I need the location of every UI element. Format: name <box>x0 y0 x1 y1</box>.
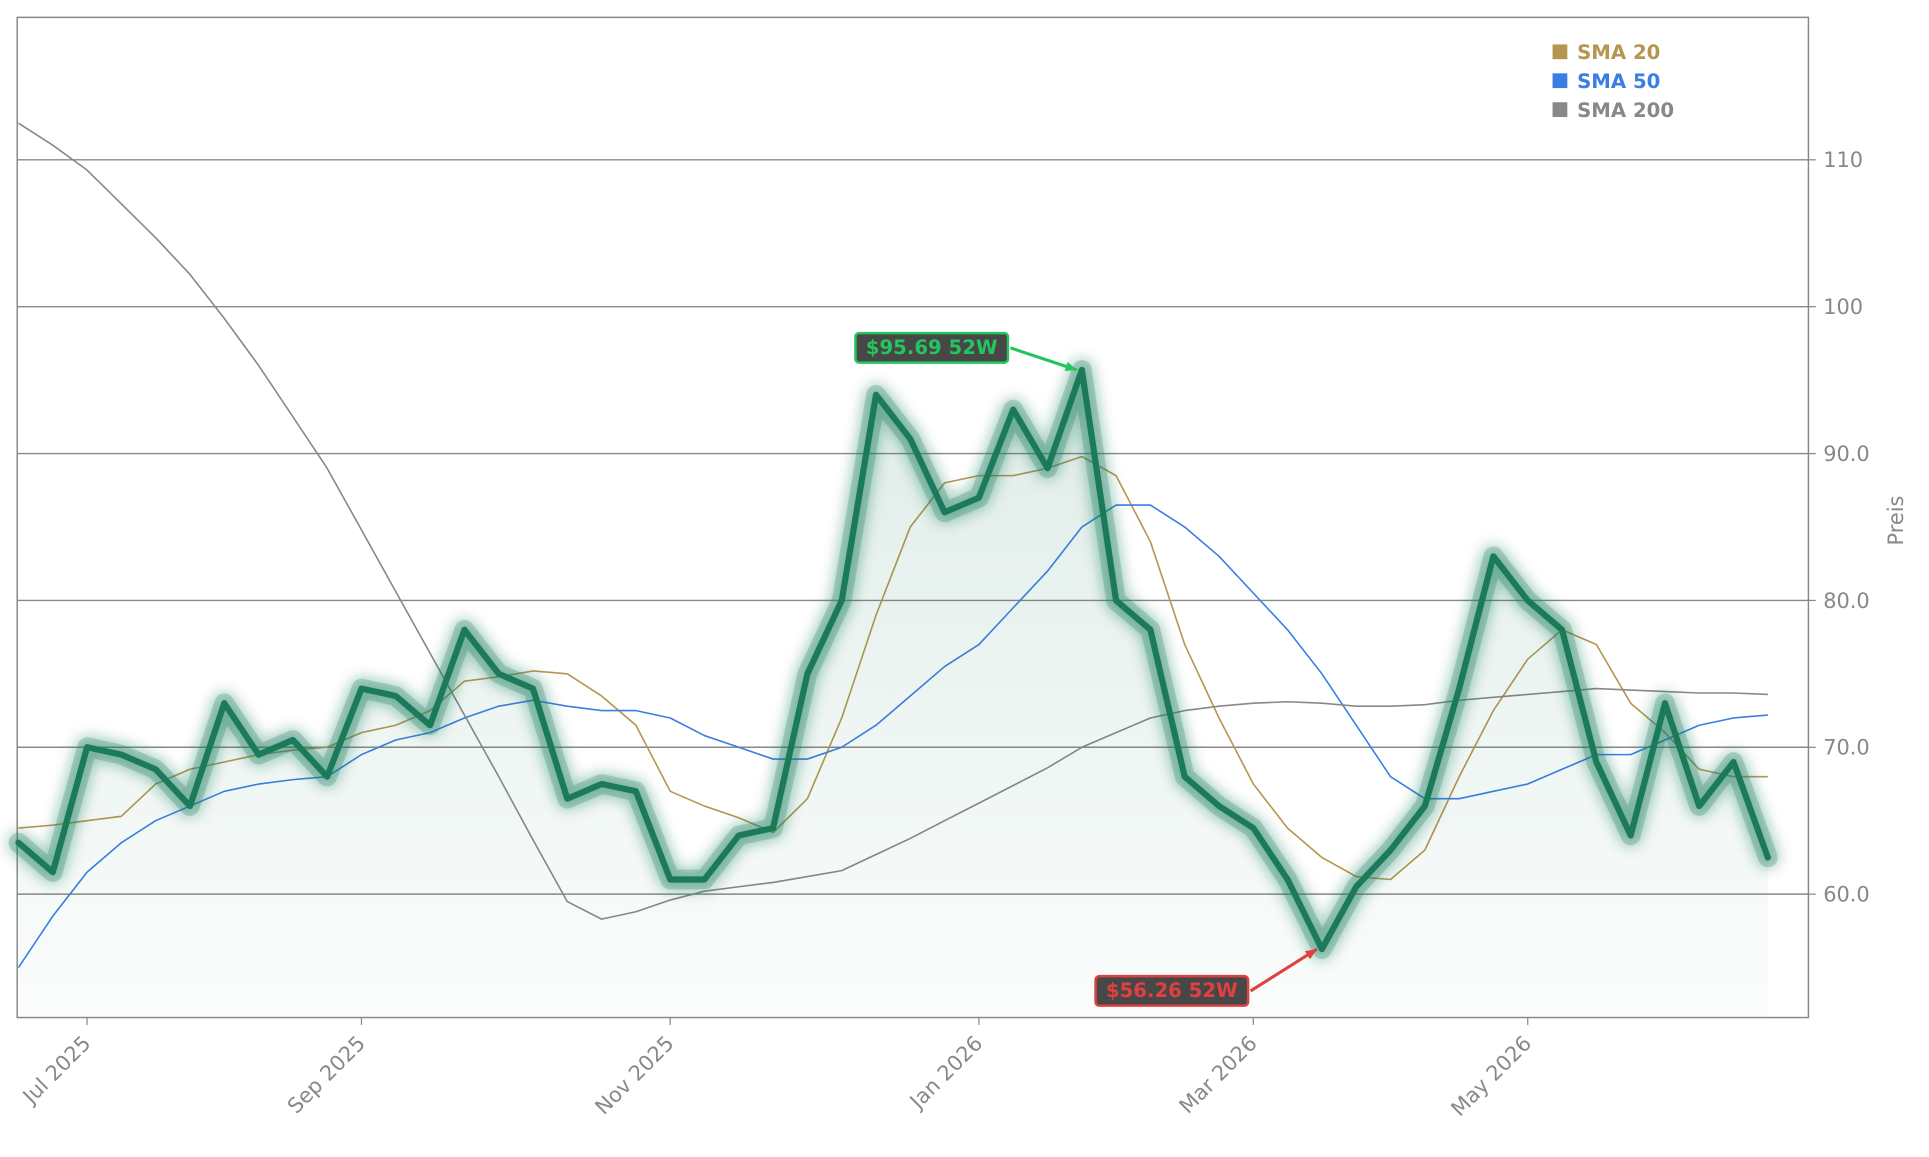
y-tick-label: 100 <box>1823 295 1863 319</box>
legend-label: SMA 200 <box>1577 99 1674 122</box>
legend-swatch <box>1552 73 1568 89</box>
annotation-arrowhead <box>1064 361 1077 371</box>
x-tick-label: Sep 2025 <box>283 1031 370 1118</box>
x-tick-label: Mar 2026 <box>1175 1031 1262 1118</box>
y-tick-label: 60.0 <box>1823 883 1870 907</box>
x-tick-label: Jul 2025 <box>17 1031 96 1110</box>
x-tick-label: Nov 2025 <box>590 1031 678 1119</box>
x-tick-label: May 2026 <box>1446 1031 1536 1121</box>
y-tick-label: 70.0 <box>1823 736 1870 760</box>
legend-label: SMA 50 <box>1577 70 1660 93</box>
legend-swatch <box>1552 44 1568 60</box>
annotation-arrow <box>1009 346 1078 372</box>
legend-swatch <box>1552 102 1568 118</box>
price-line <box>15 366 1771 953</box>
annotation-text: $95.69 52W <box>866 336 998 359</box>
y-tick-label: 90.0 <box>1823 442 1870 466</box>
annotation-text: $56.26 52W <box>1106 979 1238 1002</box>
annotation-arrowhead <box>1304 949 1317 960</box>
annotation-box <box>854 331 1010 364</box>
annotation-box <box>1094 974 1250 1007</box>
y-tick-label: 80.0 <box>1823 589 1870 613</box>
legend-label: SMA 20 <box>1577 41 1660 64</box>
price-area <box>18 369 1768 1018</box>
y-tick-label: 110 <box>1823 148 1863 172</box>
x-tick-label: Jan 2026 <box>904 1031 987 1114</box>
y-axis-label: Preis <box>1884 496 1908 546</box>
annotation-arrow <box>1249 947 1318 993</box>
